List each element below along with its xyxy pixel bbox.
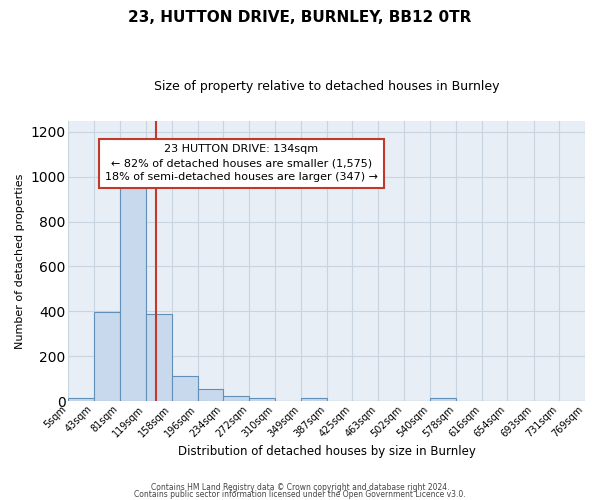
Text: 23, HUTTON DRIVE, BURNLEY, BB12 0TR: 23, HUTTON DRIVE, BURNLEY, BB12 0TR <box>128 10 472 25</box>
Bar <box>249 398 275 401</box>
Bar <box>172 376 197 401</box>
Bar <box>68 398 94 401</box>
X-axis label: Distribution of detached houses by size in Burnley: Distribution of detached houses by size … <box>178 444 476 458</box>
Bar <box>197 389 223 401</box>
Bar <box>430 398 456 401</box>
Bar <box>120 188 146 401</box>
Text: Contains public sector information licensed under the Open Government Licence v3: Contains public sector information licen… <box>134 490 466 499</box>
Bar <box>301 398 327 401</box>
Text: 23 HUTTON DRIVE: 134sqm
← 82% of detached houses are smaller (1,575)
18% of semi: 23 HUTTON DRIVE: 134sqm ← 82% of detache… <box>105 144 378 182</box>
Bar <box>223 396 249 401</box>
Y-axis label: Number of detached properties: Number of detached properties <box>15 173 25 348</box>
Bar <box>94 312 120 401</box>
Bar <box>146 314 172 401</box>
Text: Contains HM Land Registry data © Crown copyright and database right 2024.: Contains HM Land Registry data © Crown c… <box>151 484 449 492</box>
Title: Size of property relative to detached houses in Burnley: Size of property relative to detached ho… <box>154 80 499 93</box>
